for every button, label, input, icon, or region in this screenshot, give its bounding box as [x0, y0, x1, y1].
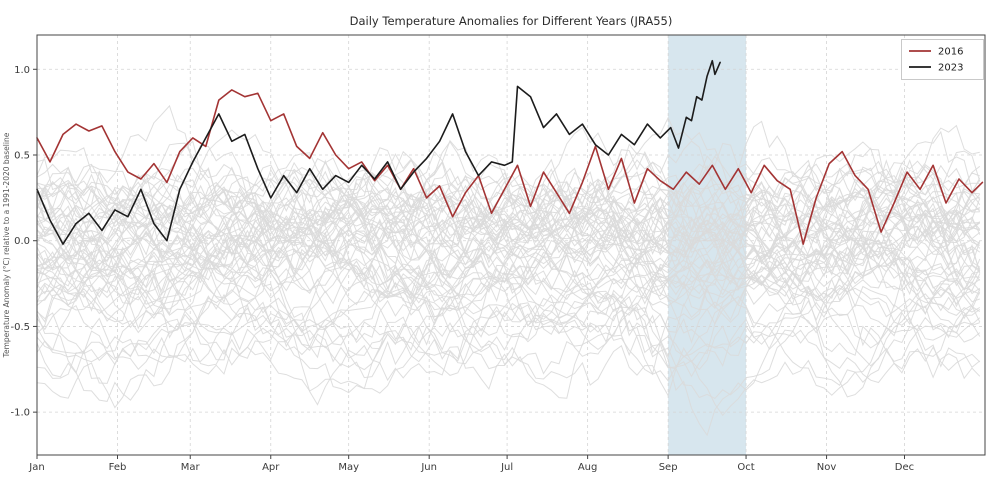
- x-tick-label-Dec: Dec: [895, 462, 914, 473]
- background-year-line: [36, 256, 981, 370]
- y-tick-label--0.5: -0.5: [10, 322, 30, 333]
- x-tick-label-Mar: Mar: [181, 462, 201, 473]
- y-tick-label-0.0: 0.0: [14, 236, 30, 247]
- x-tick-label-Oct: Oct: [737, 462, 754, 473]
- series-line-2016: [36, 89, 984, 245]
- background-year-line: [36, 306, 981, 417]
- background-year-line: [36, 290, 981, 384]
- x-tick-label-Aug: Aug: [578, 462, 598, 473]
- background-year-line: [36, 199, 981, 301]
- legend-label-2016: 2016: [938, 47, 963, 58]
- background-year-line: [36, 197, 981, 283]
- x-tick-label-Jun: Jun: [420, 462, 437, 473]
- background-year-line: [36, 116, 980, 250]
- background-year-line: [36, 164, 980, 293]
- legend: 2016 2023: [901, 39, 984, 80]
- x-tick-label-Sep: Sep: [659, 462, 678, 473]
- x-tick-label-Nov: Nov: [817, 462, 837, 473]
- plot-border: [36, 34, 986, 456]
- background-year-line: [36, 120, 981, 259]
- plot-background: [37, 35, 985, 455]
- y-tick-label-0.5: 0.5: [14, 151, 30, 162]
- x-tick-label-May: May: [338, 462, 359, 473]
- background-year-line: [36, 157, 980, 249]
- background-year-line: [36, 152, 981, 276]
- background-year-line: [36, 239, 981, 338]
- background-year-line: [36, 139, 981, 296]
- background-year-line: [36, 253, 981, 313]
- y-tick-label-1.0: 1.0: [14, 65, 30, 76]
- x-tick-label-Jan: Jan: [28, 462, 44, 473]
- series-lines: [36, 59, 984, 245]
- background-year-line: [36, 248, 981, 396]
- background-year-line: [36, 287, 980, 402]
- background-year-line: [36, 181, 981, 305]
- background-year-line: [36, 211, 981, 357]
- background-year-line: [36, 176, 981, 300]
- x-tick-label-Apr: Apr: [262, 462, 280, 473]
- background-year-line: [36, 294, 981, 367]
- background-year-line: [36, 252, 981, 360]
- background-year-lines: [36, 104, 981, 437]
- series-line-2023: [36, 59, 721, 245]
- background-year-line: [36, 197, 981, 308]
- x-tick-label-Feb: Feb: [109, 462, 127, 473]
- background-year-line: [36, 176, 980, 294]
- legend-label-2023: 2023: [938, 63, 963, 74]
- background-year-line: [36, 238, 981, 367]
- x-tick-label-Jul: Jul: [500, 462, 513, 473]
- background-year-line: [36, 163, 980, 288]
- background-year-line: [36, 140, 981, 237]
- background-year-line: [36, 171, 981, 294]
- legend-box: [901, 39, 984, 80]
- chart-title: Daily Temperature Anomalies for Differen…: [350, 14, 673, 28]
- background-year-line: [36, 225, 981, 322]
- background-year-line: [36, 182, 981, 308]
- background-year-line: [36, 196, 981, 303]
- y-tick-label--1.0: -1.0: [10, 408, 30, 419]
- background-year-line: [36, 140, 981, 245]
- y-axis-label: Temperature Anomaly (°C) relative to a 1…: [2, 132, 11, 358]
- background-year-line: [36, 218, 981, 352]
- background-year-line: [36, 167, 980, 270]
- axis-ticks: Jan Feb Mar Apr May Jun Jul Aug Sep Oct Nov Dec 1.0 0…: [10, 65, 914, 473]
